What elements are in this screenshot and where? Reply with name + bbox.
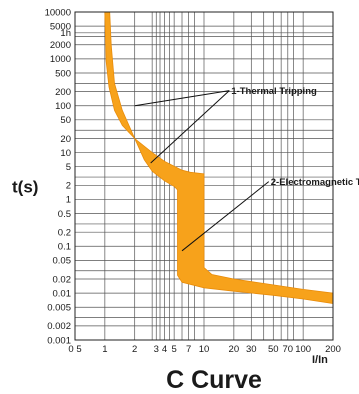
axes — [74, 11, 334, 341]
x-tick-label: 200 — [325, 344, 341, 355]
x-tick-label: 50 — [268, 344, 279, 355]
y-tick-label: 500 — [55, 68, 71, 79]
x-tick-label: 1 — [102, 344, 107, 355]
y-tick-label: 1h — [60, 28, 71, 39]
y-tick-label: 0.002 — [47, 321, 71, 332]
y-tick-label: 2 — [66, 181, 71, 192]
x-tick-label: 7 — [186, 344, 191, 355]
y-tick-label: 20 — [60, 134, 71, 145]
annotation-leader-line — [150, 90, 230, 164]
y-tick-label: 0.01 — [53, 288, 72, 299]
x-tick-label: 10 — [199, 344, 210, 355]
x-tick-label: 4 — [162, 344, 167, 355]
y-tick-label: 10000 — [45, 7, 71, 18]
y-tick-label: 0.5 — [58, 209, 71, 220]
y-tick-label: 1000 — [50, 54, 71, 65]
x-tick-label: 100 — [295, 344, 311, 355]
annotations: 1-Thermal Tripping 2-Electromagnetic Trip… — [134, 86, 359, 252]
annotation-leader-line — [134, 90, 230, 107]
y-tick-label: 2000 — [50, 40, 71, 51]
x-tick-label: 0 5 — [68, 344, 81, 355]
chart-title: C Curve — [166, 366, 262, 394]
x-axis-label: I/In — [312, 354, 328, 366]
y-tick-label: 100 — [55, 101, 71, 112]
y-tick-label: 1 — [66, 195, 71, 206]
x-tick-label: 30 — [246, 344, 257, 355]
y-tick-label: 0.1 — [58, 242, 71, 253]
plot-frame — [74, 11, 334, 341]
x-tick-label: 70 — [283, 344, 294, 355]
y-tick-label: 50 — [60, 115, 71, 126]
y-axis-label: t(s) — [12, 177, 38, 196]
annotation-label: 2-Electromagnetic Tripping — [271, 177, 359, 188]
y-tick-label: 0.005 — [47, 303, 71, 314]
y-tick-label: 10 — [60, 148, 71, 159]
annotation-leader-line — [181, 181, 270, 252]
y-tick-label: 5000 — [50, 21, 71, 32]
y-tick-label: 0.05 — [53, 256, 72, 267]
x-tick-label: 5 — [172, 344, 177, 355]
y-tick-label: 0.02 — [53, 274, 72, 285]
y-tick-label: 0.001 — [47, 335, 71, 346]
y-tick-label: 5 — [66, 162, 71, 173]
annotation-label: 1-Thermal Tripping — [231, 86, 317, 97]
y-tick-label: 200 — [55, 87, 71, 98]
x-tick-label: 20 — [229, 344, 240, 355]
x-tick-label: 3 — [154, 344, 159, 355]
x-tick-label: 2 — [132, 344, 137, 355]
y-tick-label: 0.2 — [58, 227, 71, 238]
